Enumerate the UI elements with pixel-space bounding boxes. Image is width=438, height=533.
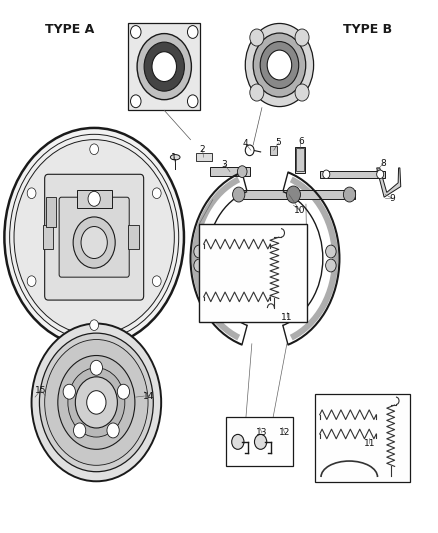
Text: 11: 11 [364,439,375,448]
Circle shape [88,191,100,206]
Bar [77,190,112,208]
Text: 2: 2 [200,145,205,154]
Circle shape [81,227,107,259]
Circle shape [58,356,135,449]
Circle shape [245,23,314,107]
Circle shape [90,320,99,330]
Ellipse shape [170,155,180,160]
Bar [315,394,410,482]
Circle shape [131,26,141,38]
Circle shape [27,276,36,287]
Text: 6: 6 [298,137,304,146]
Circle shape [107,423,119,438]
Circle shape [14,140,174,335]
Polygon shape [320,171,385,178]
Polygon shape [377,168,401,197]
Bar [128,23,200,110]
Circle shape [144,42,184,91]
Circle shape [343,187,356,202]
Circle shape [295,84,309,101]
Circle shape [87,391,106,414]
FancyBboxPatch shape [59,197,129,277]
Text: 1: 1 [171,153,177,161]
FancyBboxPatch shape [45,174,144,300]
Circle shape [131,95,141,108]
Text: TYPE A: TYPE A [46,23,95,36]
Circle shape [152,188,161,198]
Circle shape [4,128,184,346]
Bar [199,224,307,322]
Circle shape [377,170,384,179]
Circle shape [73,217,115,268]
Circle shape [260,42,299,88]
Circle shape [39,333,153,472]
Circle shape [194,245,205,258]
Circle shape [295,29,309,46]
Text: 10: 10 [294,206,306,215]
Circle shape [10,134,179,340]
Circle shape [45,340,148,465]
Circle shape [187,26,198,38]
Text: 4: 4 [243,140,248,148]
Circle shape [325,245,336,258]
Circle shape [245,145,254,156]
Circle shape [254,434,267,449]
Bar [270,146,277,155]
Circle shape [187,95,198,108]
Text: 12: 12 [279,429,290,437]
Circle shape [68,368,125,437]
Bar [237,190,355,199]
Circle shape [63,384,75,399]
Circle shape [75,377,117,428]
Bar [226,417,293,466]
Text: TYPE B: TYPE B [343,23,392,36]
Circle shape [152,276,161,287]
Text: 9: 9 [389,194,395,203]
Circle shape [232,434,244,449]
Bar [296,148,304,171]
Bar [295,147,305,173]
Circle shape [74,423,86,438]
Bar [196,153,212,161]
Circle shape [233,187,245,202]
Bar [210,167,250,176]
Circle shape [250,29,264,46]
Text: 14: 14 [143,392,155,400]
Circle shape [137,34,191,100]
Circle shape [152,52,177,82]
Circle shape [237,166,247,177]
Circle shape [253,33,306,97]
Text: 15: 15 [35,386,46,394]
Text: 5: 5 [276,139,282,147]
Text: 13: 13 [256,429,268,437]
Circle shape [90,360,102,375]
Text: 8: 8 [380,159,386,168]
Circle shape [194,259,205,272]
Circle shape [250,84,264,101]
Circle shape [27,188,36,198]
Text: 11: 11 [281,313,293,321]
Circle shape [286,186,300,203]
Circle shape [323,170,330,179]
Bar [46,197,56,227]
Bar [128,225,139,249]
Text: 3: 3 [221,160,227,168]
Bar [43,225,53,249]
Circle shape [90,144,99,155]
Circle shape [267,50,292,80]
Circle shape [325,259,336,272]
Circle shape [32,324,161,481]
Circle shape [117,384,130,399]
